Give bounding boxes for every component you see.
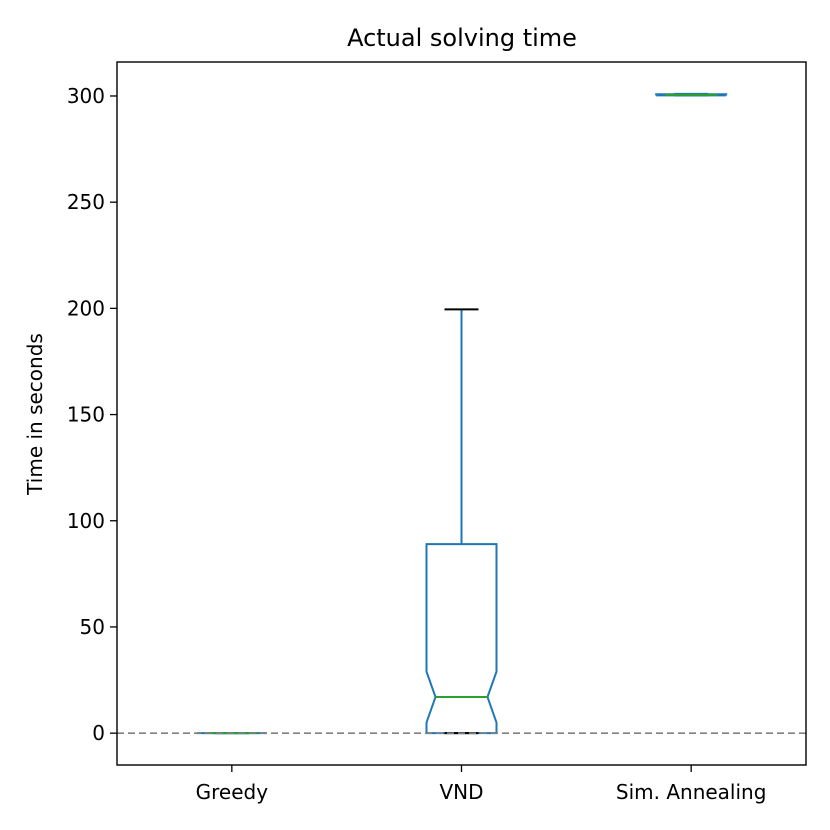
x-tick-label: Greedy [196, 780, 269, 804]
box [425, 543, 498, 735]
y-tick-label: 50 [80, 615, 105, 639]
y-tick-label: 200 [67, 296, 105, 320]
y-tick-label: 0 [92, 721, 105, 745]
y-tick-label: 100 [67, 509, 105, 533]
axes-frame [116, 61, 807, 766]
y-axis-label: Time in seconds [23, 333, 47, 496]
y-tick-label: 300 [67, 84, 105, 108]
x-tick-label: VND [439, 780, 483, 804]
y-tick-label: 250 [67, 190, 105, 214]
x-tick-label: Sim. Annealing [616, 780, 767, 804]
plot-area: 0 50 100 150 200 250 300 Greedy VND Sim. Annealin… [67, 61, 807, 804]
chart-title: Actual solving time [347, 24, 577, 52]
box [655, 93, 728, 97]
y-tick-label: 150 [67, 403, 105, 427]
